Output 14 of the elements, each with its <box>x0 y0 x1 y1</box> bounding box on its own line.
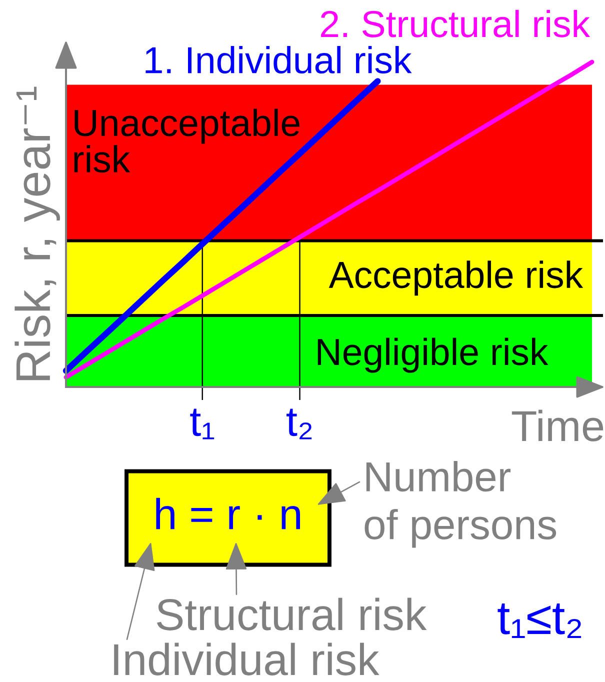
text: Number of persons <box>364 461 556 548</box>
text: Structural risk <box>157 598 427 630</box>
band-label: Acceptable risk <box>328 260 584 296</box>
x-tick-label: t₁ <box>190 408 214 440</box>
text: h = r · n <box>156 498 300 530</box>
band-label: Negligible risk <box>318 338 548 373</box>
band-label: Unacceptable risk <box>74 108 300 173</box>
series-label: 2. Structural risk <box>320 10 590 38</box>
series-label: 1. Individual risk <box>146 46 412 74</box>
text: Individual risk <box>114 642 380 676</box>
x-axis-title: Time <box>512 410 604 442</box>
y-axis-title: Risk, r, year⁻¹ <box>14 86 60 380</box>
x-tick-label: t₂ <box>286 408 312 440</box>
text: t₁≤t₂ <box>498 603 582 638</box>
